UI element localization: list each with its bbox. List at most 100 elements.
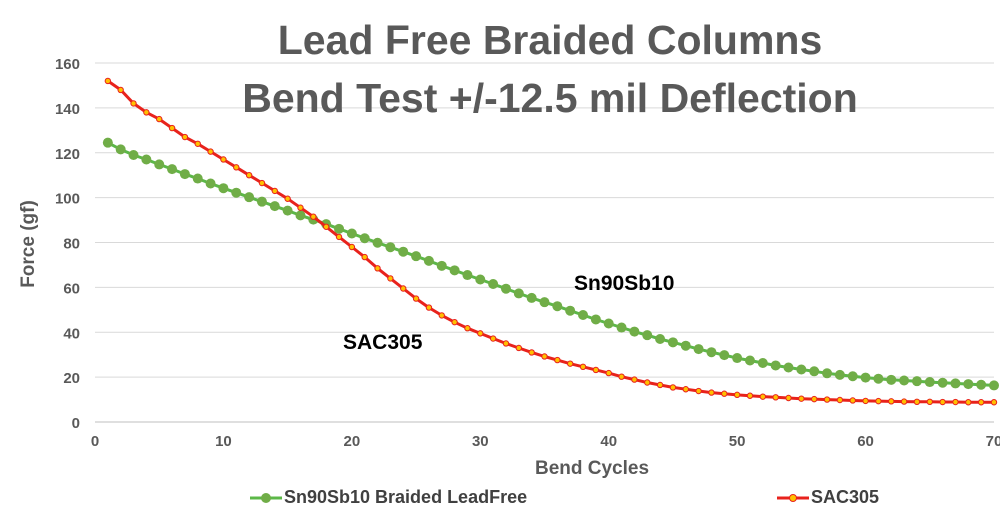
data-point-sn90sb10 xyxy=(847,371,858,382)
data-point-sn90sb10 xyxy=(603,318,614,329)
data-point-sn90sb10 xyxy=(565,305,576,316)
series-layer xyxy=(102,77,999,406)
data-point-sac305 xyxy=(284,195,291,202)
data-point-sn90sb10 xyxy=(706,347,717,358)
data-point-sn90sb10 xyxy=(693,344,704,355)
data-point-sac305 xyxy=(849,397,856,404)
y-tick-label: 160 xyxy=(55,56,80,73)
data-point-sac305 xyxy=(579,363,587,371)
data-point-sn90sb10 xyxy=(590,314,601,325)
data-point-sac305 xyxy=(297,204,304,211)
y-tick-label: 100 xyxy=(55,191,80,208)
data-point-sac305 xyxy=(900,398,908,405)
data-point-sac305 xyxy=(836,396,844,404)
data-point-sn90sb10 xyxy=(770,360,781,371)
data-point-sn90sb10 xyxy=(539,297,550,308)
data-point-sac305 xyxy=(592,366,600,374)
data-point-sac305 xyxy=(785,394,792,402)
data-point-sn90sb10 xyxy=(937,377,948,388)
data-point-sac305 xyxy=(888,398,895,405)
data-point-sac305 xyxy=(387,275,394,282)
data-point-sn90sb10 xyxy=(231,187,242,198)
data-point-sn90sb10 xyxy=(256,196,267,207)
data-point-sn90sb10 xyxy=(500,283,511,294)
chart-subtitle: Bend Test +/-12.5 mil Deflection xyxy=(242,75,858,121)
legend-swatch-sac305 xyxy=(777,493,809,502)
data-point-sac305 xyxy=(798,395,805,402)
data-point-sac305 xyxy=(374,265,381,272)
data-point-sac305 xyxy=(528,349,535,356)
data-point-sn90sb10 xyxy=(398,246,409,257)
data-point-sn90sb10 xyxy=(924,377,935,388)
data-point-sac305 xyxy=(104,77,112,85)
data-point-sac305 xyxy=(220,156,227,163)
data-point-sac305 xyxy=(310,213,317,220)
data-point-sac305 xyxy=(875,397,882,405)
chart-title: Lead Free Braided Columns xyxy=(277,17,823,63)
x-tick-label: 20 xyxy=(344,433,361,450)
data-point-sn90sb10 xyxy=(552,301,563,312)
axes: 0 20 40 60 80 100 120 140 160 0 10 20 30 40 50 60 70 xyxy=(55,56,1000,450)
data-point-sac305 xyxy=(181,133,189,141)
data-point-sn90sb10 xyxy=(578,309,589,320)
data-point-sac305 xyxy=(348,243,356,251)
data-point-sn90sb10 xyxy=(436,260,447,271)
annotation-sn90sb10: Sn90Sb10 xyxy=(574,272,675,295)
data-point-sn90sb10 xyxy=(372,237,383,248)
data-point-sac305 xyxy=(721,390,728,397)
data-point-sn90sb10 xyxy=(526,292,537,303)
series-line-sn90sb10 xyxy=(107,141,995,387)
data-point-sac305 xyxy=(605,369,612,377)
data-point-sn90sb10 xyxy=(809,366,820,377)
data-point-sn90sb10 xyxy=(423,255,434,266)
data-point-sac305 xyxy=(400,285,407,292)
y-axis-label: Force (gf) xyxy=(18,200,39,288)
data-point-sac305 xyxy=(682,386,689,393)
data-point-sn90sb10 xyxy=(154,159,165,170)
data-point-sn90sb10 xyxy=(680,340,691,351)
data-point-sn90sb10 xyxy=(192,173,203,184)
legend-item-sac305: SAC305 xyxy=(777,487,879,508)
y-tick-label: 120 xyxy=(55,146,80,163)
data-point-sn90sb10 xyxy=(899,375,910,386)
data-point-sac305 xyxy=(412,295,420,302)
data-point-sac305 xyxy=(952,398,959,406)
y-tick-label: 20 xyxy=(63,370,80,387)
data-point-sn90sb10 xyxy=(796,364,807,375)
x-tick-label: 40 xyxy=(600,433,617,450)
y-tick-label: 0 xyxy=(72,415,80,432)
data-point-sn90sb10 xyxy=(642,330,653,341)
data-point-sn90sb10 xyxy=(462,270,473,281)
data-point-sn90sb10 xyxy=(834,369,845,380)
data-point-sac305 xyxy=(245,171,253,179)
data-point-sn90sb10 xyxy=(269,201,280,212)
series-sn90sb10 xyxy=(102,137,999,391)
data-point-sn90sb10 xyxy=(115,144,126,155)
y-tick-label: 40 xyxy=(63,325,80,342)
data-point-sn90sb10 xyxy=(359,233,370,244)
data-point-sn90sb10 xyxy=(886,374,897,385)
data-point-sn90sb10 xyxy=(295,210,306,221)
legend-label-sn90sb10: Sn90Sb10 Braided LeadFree xyxy=(284,487,528,507)
data-point-sn90sb10 xyxy=(822,368,833,379)
data-point-sn90sb10 xyxy=(102,137,113,148)
data-point-sac305 xyxy=(746,392,754,399)
data-point-sn90sb10 xyxy=(475,274,486,285)
data-point-sac305 xyxy=(811,395,818,403)
data-point-sn90sb10 xyxy=(282,205,293,216)
data-point-sac305 xyxy=(271,187,278,195)
data-point-sac305 xyxy=(438,312,445,319)
data-point-sac305 xyxy=(130,100,137,107)
data-point-sn90sb10 xyxy=(989,380,999,391)
data-point-sn90sb10 xyxy=(757,357,768,368)
data-point-sac305 xyxy=(117,86,124,94)
data-point-sac305 xyxy=(477,330,484,337)
data-point-sac305 xyxy=(258,179,266,187)
x-tick-label: 60 xyxy=(857,433,874,450)
x-tick-label: 0 xyxy=(91,433,99,450)
x-axis-label: Bend Cycles xyxy=(535,458,649,479)
data-point-sac305 xyxy=(502,340,510,347)
data-point-sn90sb10 xyxy=(334,223,345,234)
data-point-sac305 xyxy=(708,389,715,396)
data-point-sac305 xyxy=(913,398,921,406)
